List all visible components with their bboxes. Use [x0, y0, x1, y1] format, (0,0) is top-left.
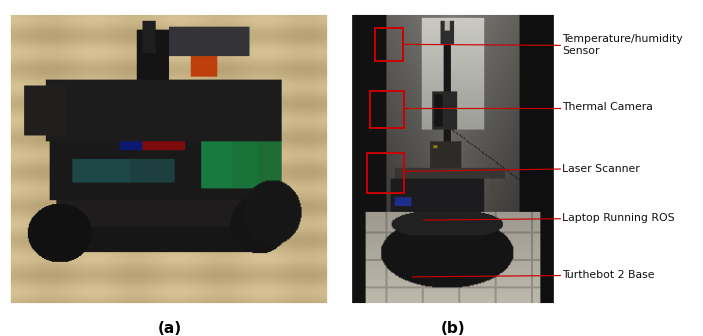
Text: Laser Scanner: Laser Scanner	[562, 164, 640, 174]
Text: Laptop Running ROS: Laptop Running ROS	[562, 213, 675, 223]
Text: Temperature/humidity
Sensor: Temperature/humidity Sensor	[562, 34, 683, 56]
Text: Turthebot 2 Base: Turthebot 2 Base	[562, 270, 655, 280]
Text: (b): (b)	[441, 321, 465, 336]
Text: (a): (a)	[157, 321, 181, 336]
Text: Thermal Camera: Thermal Camera	[562, 102, 653, 112]
